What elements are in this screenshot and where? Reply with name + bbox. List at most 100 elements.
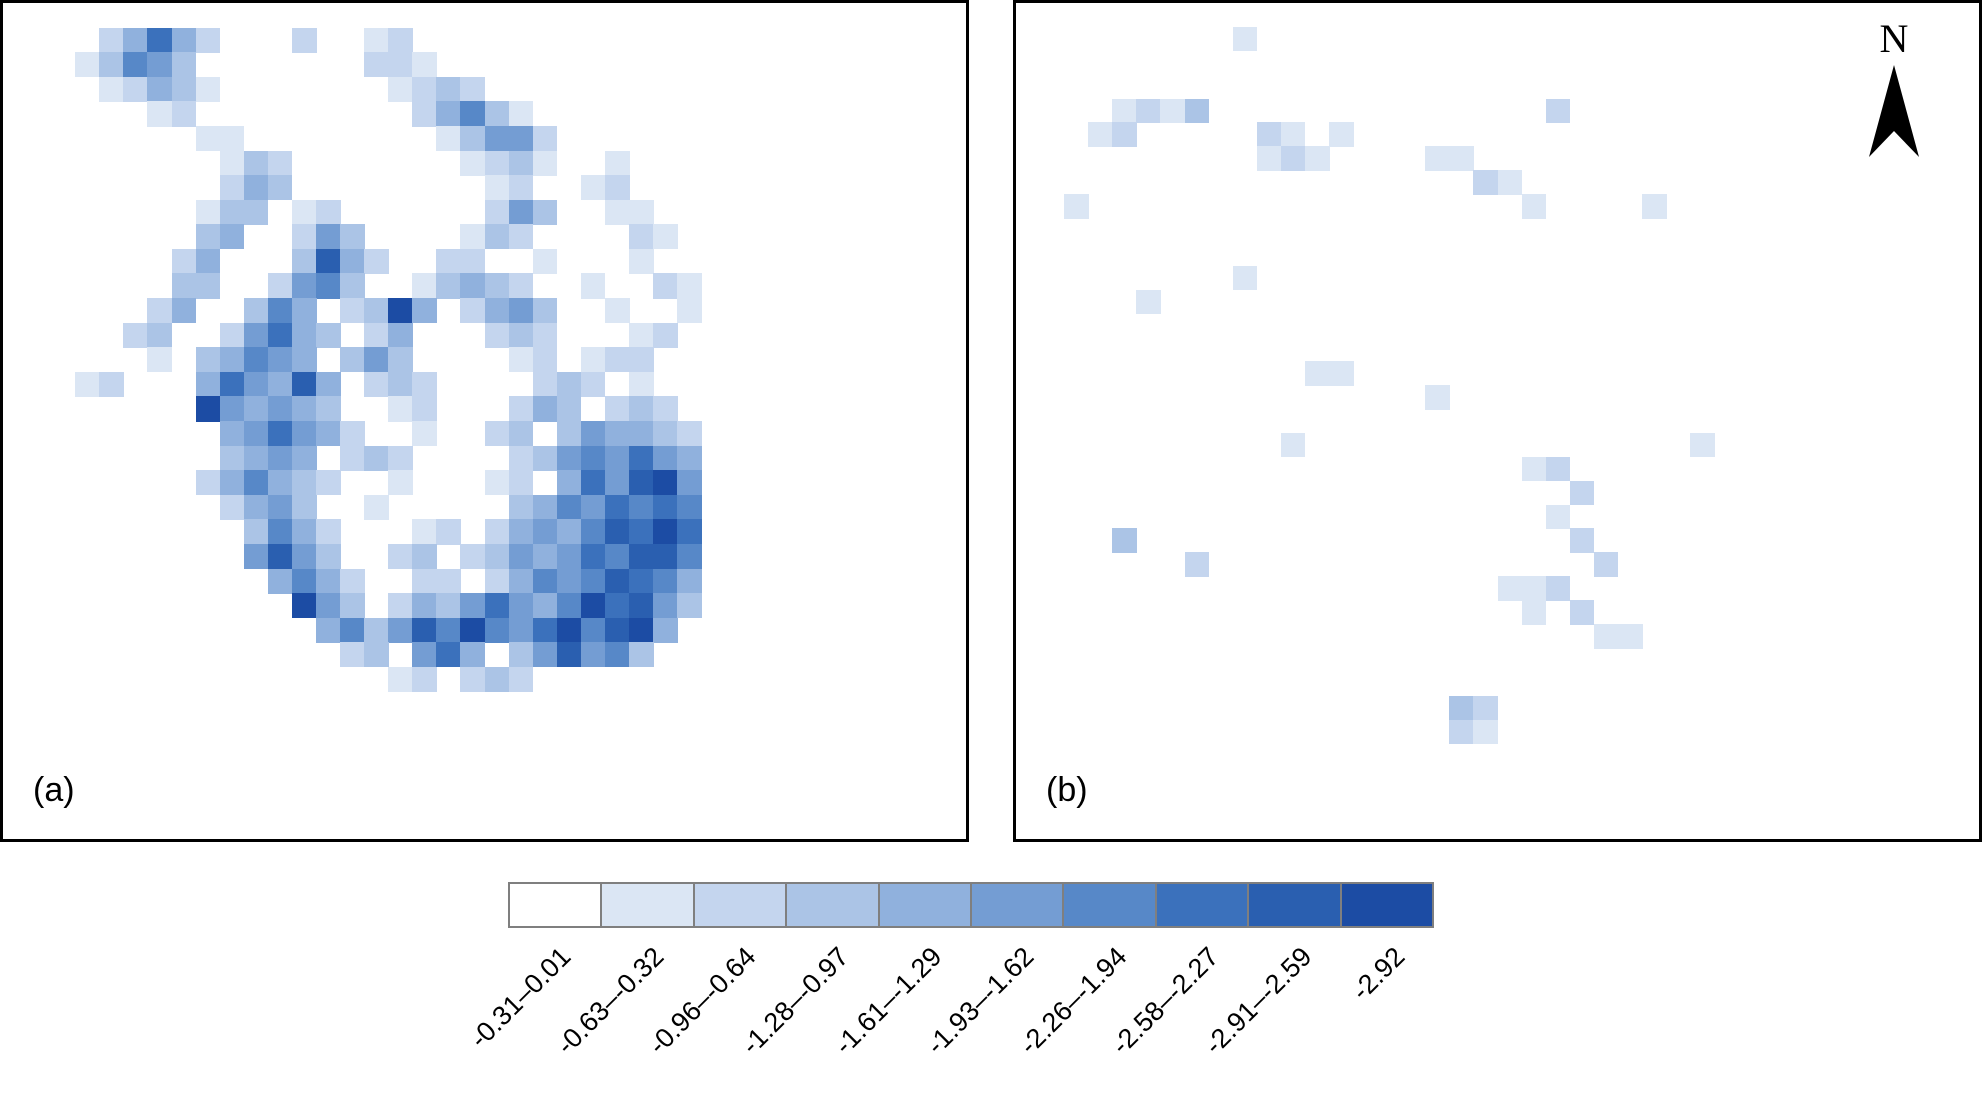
heatmap-cell: [1088, 122, 1113, 147]
heatmap-cell: [508, 101, 534, 127]
heatmap-cell: [243, 322, 269, 348]
heatmap-cell: [75, 371, 100, 397]
heatmap-cell: [484, 568, 510, 594]
panel-b-heatmap: [1016, 3, 1979, 839]
heatmap-cell: [364, 347, 389, 373]
heatmap-cell: [267, 568, 293, 594]
heatmap-cell: [628, 593, 654, 619]
heatmap-cell: [1160, 98, 1186, 124]
heatmap-cell: [580, 273, 606, 299]
heatmap-cell: [99, 52, 124, 78]
heatmap-cell: [532, 322, 558, 348]
heatmap-cell: [460, 224, 486, 250]
heatmap-cell: [340, 617, 365, 643]
heatmap-cell: [580, 421, 606, 447]
heatmap-cell: [291, 273, 317, 299]
heatmap-cell: [436, 642, 462, 668]
heatmap-cell: [580, 617, 606, 643]
heatmap-cell: [243, 371, 269, 397]
heatmap-cell: [1112, 122, 1137, 147]
heatmap-cell: [123, 322, 149, 348]
heatmap-cell: [436, 125, 462, 152]
heatmap-cell: [412, 298, 437, 324]
heatmap-cell: [388, 617, 413, 643]
legend: -0.31–0.01 -0.63–-0.32 -0.96–-0.64 -1.28–-0…: [464, 882, 1435, 1108]
heatmap-cell: [340, 347, 365, 373]
heatmap-cell: [1112, 98, 1137, 124]
heatmap-cell: [315, 322, 341, 348]
heatmap-cell: [556, 470, 582, 496]
heatmap-cell: [1593, 552, 1619, 577]
heatmap-cell: [219, 371, 245, 397]
heatmap-cell: [219, 322, 245, 348]
heatmap-cell: [291, 298, 317, 324]
heatmap-cell: [267, 322, 293, 348]
heatmap-cell: [677, 519, 702, 545]
heatmap-cell: [508, 470, 534, 496]
heatmap-cell: [653, 494, 678, 520]
panel-b: (b) N: [1013, 0, 1982, 842]
heatmap-cell: [460, 248, 486, 275]
legend-swatch: [600, 882, 695, 928]
heatmap-cell: [243, 298, 269, 324]
heatmap-cell: [315, 470, 341, 496]
legend-swatch: [785, 882, 880, 928]
heatmap-cell: [1690, 432, 1715, 458]
heatmap-cell: [340, 642, 365, 668]
heatmap-cell: [291, 347, 317, 373]
heatmap-cell: [628, 396, 654, 422]
heatmap-cell: [219, 175, 245, 201]
heatmap-cell: [484, 150, 510, 176]
heatmap-cell: [99, 76, 124, 102]
heatmap-cell: [171, 273, 197, 299]
heatmap-cell: [99, 27, 124, 53]
heatmap-cell: [243, 150, 269, 176]
heatmap-cell: [436, 248, 462, 275]
heatmap-cell: [484, 224, 510, 250]
heatmap-cell: [123, 52, 149, 78]
heatmap-cell: [195, 224, 221, 250]
heatmap-cell: [508, 666, 534, 693]
heatmap-cell: [484, 519, 510, 545]
heatmap-cell: [123, 27, 149, 53]
heatmap-cell: [436, 101, 462, 127]
heatmap-cell: [484, 273, 510, 299]
legend-labels: -0.31–0.01 -0.63–-0.32 -0.96–-0.64 -1.28–-0…: [464, 941, 1434, 1108]
heatmap-cell: [267, 421, 293, 447]
heatmap-cell: [315, 199, 341, 225]
heatmap-cell: [243, 396, 269, 422]
heatmap-cell: [171, 101, 197, 127]
heatmap-cell: [219, 150, 245, 176]
heatmap-cell: [1280, 122, 1306, 147]
heatmap-cell: [580, 347, 606, 373]
heatmap-cell: [484, 470, 510, 496]
heatmap-cell: [195, 470, 221, 496]
heatmap-cell: [532, 617, 558, 643]
heatmap-cell: [604, 396, 630, 422]
heatmap-cell: [171, 298, 197, 324]
heatmap-cell: [436, 593, 462, 619]
heatmap-cell: [267, 494, 293, 520]
heatmap-cell: [412, 617, 437, 643]
heatmap-cell: [556, 519, 582, 545]
heatmap-cell: [532, 396, 558, 422]
legend-swatch: [1339, 882, 1435, 928]
heatmap-cell: [315, 248, 341, 275]
panel-b-label: (b): [1046, 771, 1088, 809]
heatmap-cell: [412, 76, 437, 102]
heatmap-cell: [1064, 194, 1089, 219]
heatmap-cell: [1473, 695, 1499, 721]
heatmap-cell: [315, 421, 341, 447]
heatmap-cell: [484, 617, 510, 643]
legend-swatch: [1154, 882, 1250, 928]
heatmap-cell: [195, 396, 221, 422]
heatmap-cell: [628, 494, 654, 520]
heatmap-cell: [195, 125, 221, 152]
heatmap-cell: [532, 519, 558, 545]
heatmap-cell: [1136, 98, 1162, 124]
heatmap-cell: [388, 27, 413, 53]
heatmap-cell: [628, 445, 654, 471]
heatmap-cell: [219, 445, 245, 471]
heatmap-cell: [604, 642, 630, 668]
heatmap-cell: [532, 593, 558, 619]
